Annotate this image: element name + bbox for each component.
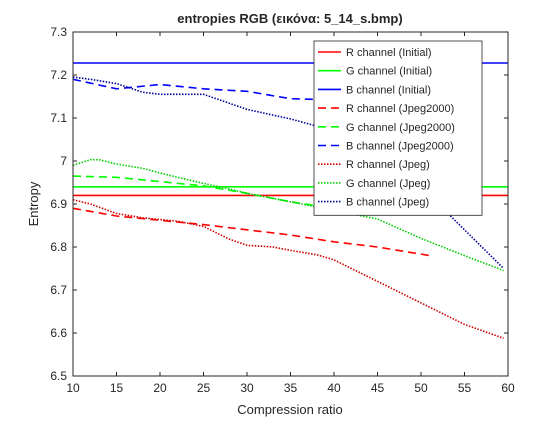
y-tick-label: 6.9: [50, 197, 67, 211]
y-tick-label: 7: [60, 154, 67, 168]
y-tick-label: 7.1: [50, 111, 67, 125]
legend-entry-label: B channel (Jpeg): [346, 197, 429, 209]
legend-entry-label: G channel (Initial): [346, 66, 432, 78]
legend-box: [313, 40, 483, 216]
x-tick-label: 55: [458, 381, 472, 395]
x-tick-label: 40: [327, 381, 341, 395]
y-tick-label: 6.8: [50, 240, 67, 254]
x-tick-label: 35: [284, 381, 298, 395]
legend: R channel (Initial) G channel (Initial) B …: [313, 40, 483, 216]
x-tick-label: 30: [240, 381, 254, 395]
y-tick-label: 6.6: [50, 326, 67, 340]
series-line-7: [72, 198, 504, 339]
x-tick-label: 45: [371, 381, 385, 395]
y-tick-label: 7.3: [50, 25, 67, 39]
legend-entry-label: R channel (Jpeg2000): [346, 103, 454, 115]
chart-title: entropies RGB (εικόνα: 5_14_s.bmp): [177, 11, 402, 26]
ticks-layer: 10 15 20 25 30 35 40 45 50 55 60 6.5 6.6 6.7 6.8 6.9 7 7.…: [50, 25, 515, 395]
x-axis-label: Compression ratio: [237, 402, 343, 417]
legend-entry-label: R channel (Initial): [346, 47, 432, 59]
legend-entry-label: B channel (Initial): [346, 84, 431, 96]
x-tick-label: 10: [66, 381, 80, 395]
y-axis-label: Entropy: [26, 181, 41, 226]
y-tick-label: 6.5: [50, 369, 67, 383]
series-line-8: [72, 158, 504, 272]
x-tick-label: 20: [153, 381, 167, 395]
x-tick-label: 50: [414, 381, 428, 395]
x-tick-label: 15: [110, 381, 124, 395]
y-tick-label: 7.2: [50, 68, 67, 82]
legend-entry-label: B channel (Jpeg2000): [346, 141, 454, 153]
legend-entry-label: G channel (Jpeg2000): [346, 122, 455, 134]
legend-entry-label: R channel (Jpeg): [346, 159, 430, 171]
legend-entry-label: G channel (Jpeg): [346, 178, 430, 190]
x-tick-label: 60: [501, 381, 515, 395]
y-tick-label: 6.7: [50, 283, 67, 297]
series-line-4: [72, 207, 430, 257]
x-tick-label: 25: [197, 381, 211, 395]
